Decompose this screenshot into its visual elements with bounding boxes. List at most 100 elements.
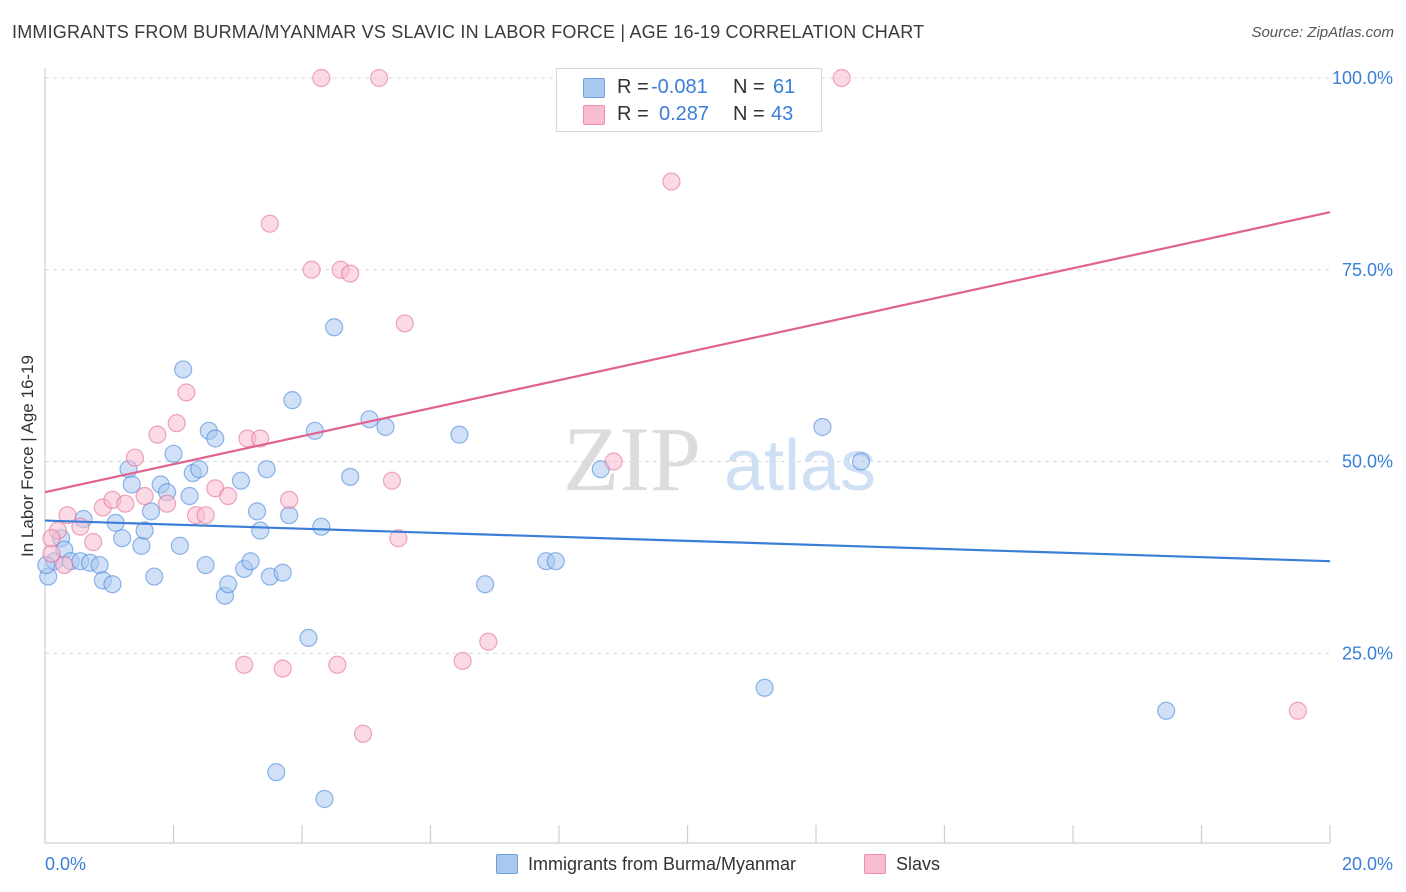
data-point bbox=[177, 383, 196, 402]
legend-swatch-slavs bbox=[864, 854, 886, 874]
data-point bbox=[260, 214, 279, 233]
data-point bbox=[370, 68, 389, 88]
data-point bbox=[376, 417, 395, 437]
data-point bbox=[55, 555, 74, 575]
watermark-atlas: atlas bbox=[724, 426, 876, 506]
data-point bbox=[273, 659, 292, 678]
data-point bbox=[196, 555, 215, 575]
stats-box: R = -0.081 N = 61 R = 0.287 N = 43 bbox=[556, 68, 822, 132]
tick-labels: 25.0% 50.0% 75.0% 100.0% 0.0% 20.0% bbox=[45, 68, 1393, 874]
y-tick-label: 100.0% bbox=[1332, 68, 1393, 88]
data-point bbox=[813, 417, 832, 437]
r-value: 0.287 bbox=[659, 103, 710, 125]
data-point bbox=[1157, 701, 1176, 720]
data-point bbox=[851, 452, 871, 471]
data-point bbox=[241, 552, 260, 571]
data-point bbox=[280, 506, 299, 525]
r-label: R = bbox=[617, 76, 649, 98]
data-point bbox=[305, 421, 324, 440]
data-point bbox=[42, 529, 61, 548]
x-tick-label-max: 20.0% bbox=[1342, 854, 1393, 874]
n-label: N = bbox=[733, 103, 765, 125]
data-point bbox=[206, 429, 225, 448]
data-point bbox=[1288, 701, 1307, 720]
legend: Immigrants from Burma/Myanmar Slavs bbox=[0, 852, 1406, 878]
trend-line-slavs bbox=[44, 211, 1331, 494]
data-point bbox=[283, 391, 302, 410]
data-point bbox=[325, 318, 344, 337]
data-point bbox=[145, 567, 164, 586]
data-point bbox=[164, 444, 183, 463]
r-value: -0.081 bbox=[651, 76, 708, 98]
chart-title: IMMIGRANTS FROM BURMA/MYANMAR VS SLAVIC … bbox=[12, 22, 925, 42]
data-point bbox=[604, 452, 623, 471]
legend-swatch-burma bbox=[496, 854, 518, 874]
data-point bbox=[148, 425, 167, 444]
data-point bbox=[180, 486, 199, 506]
data-point bbox=[353, 724, 373, 743]
r-label: R = bbox=[617, 103, 649, 125]
data-point bbox=[476, 575, 495, 594]
data-point bbox=[341, 264, 360, 283]
data-point bbox=[219, 486, 238, 506]
data-point bbox=[341, 467, 360, 486]
data-point bbox=[103, 575, 122, 594]
legend-label-slavs: Slavs bbox=[896, 854, 941, 874]
data-point bbox=[135, 521, 154, 540]
watermark: ZIP atlas bbox=[563, 408, 876, 510]
data-point bbox=[257, 460, 276, 479]
data-point bbox=[157, 494, 177, 513]
legend-label-burma: Immigrants from Burma/Myanmar bbox=[528, 854, 797, 874]
data-point bbox=[299, 628, 318, 648]
n-label: N = bbox=[733, 76, 765, 98]
data-point bbox=[546, 552, 565, 571]
data-point bbox=[190, 460, 209, 479]
x-tick-label-min: 0.0% bbox=[45, 854, 86, 874]
data-point bbox=[90, 555, 109, 575]
data-point bbox=[58, 506, 77, 525]
data-point bbox=[382, 471, 402, 490]
data-point bbox=[312, 68, 331, 88]
stats-row-burma: R = -0.081 N = 61 bbox=[557, 73, 821, 101]
data-point bbox=[312, 517, 331, 536]
y-tick-label: 50.0% bbox=[1342, 452, 1393, 472]
axes bbox=[44, 68, 1331, 844]
series-immigrants-burma bbox=[37, 318, 1176, 809]
data-point bbox=[832, 68, 851, 88]
data-point bbox=[122, 475, 141, 494]
n-value: 61 bbox=[773, 76, 796, 98]
data-point bbox=[302, 260, 321, 279]
data-point bbox=[231, 471, 251, 490]
data-point bbox=[280, 490, 299, 509]
data-point bbox=[328, 655, 347, 674]
data-point bbox=[251, 429, 270, 448]
data-point bbox=[141, 502, 161, 521]
data-point bbox=[267, 763, 286, 782]
data-point bbox=[174, 360, 193, 379]
stats-swatch-burma bbox=[583, 78, 605, 98]
data-point bbox=[135, 486, 154, 506]
trend-lines bbox=[44, 211, 1331, 563]
data-point bbox=[450, 425, 469, 444]
y-tick-label: 75.0% bbox=[1342, 260, 1393, 280]
data-point bbox=[251, 521, 270, 540]
n-value: 43 bbox=[771, 103, 794, 125]
source-label: Source: ZipAtlas.com bbox=[1251, 24, 1394, 41]
data-point bbox=[132, 536, 151, 555]
data-point bbox=[170, 536, 190, 555]
data-point bbox=[389, 529, 408, 548]
data-point bbox=[453, 651, 472, 671]
watermark-zip: ZIP bbox=[563, 408, 701, 510]
stats-row-slavs: R = 0.287 N = 43 bbox=[557, 100, 821, 128]
data-point bbox=[755, 678, 774, 697]
data-point bbox=[315, 789, 334, 809]
data-point bbox=[395, 314, 414, 333]
data-point bbox=[273, 563, 292, 582]
data-point bbox=[247, 502, 267, 521]
trend-line-burma bbox=[44, 519, 1331, 563]
data-point bbox=[116, 494, 135, 513]
y-tick-label: 25.0% bbox=[1342, 643, 1393, 663]
data-point bbox=[219, 575, 238, 594]
data-point bbox=[479, 632, 498, 651]
